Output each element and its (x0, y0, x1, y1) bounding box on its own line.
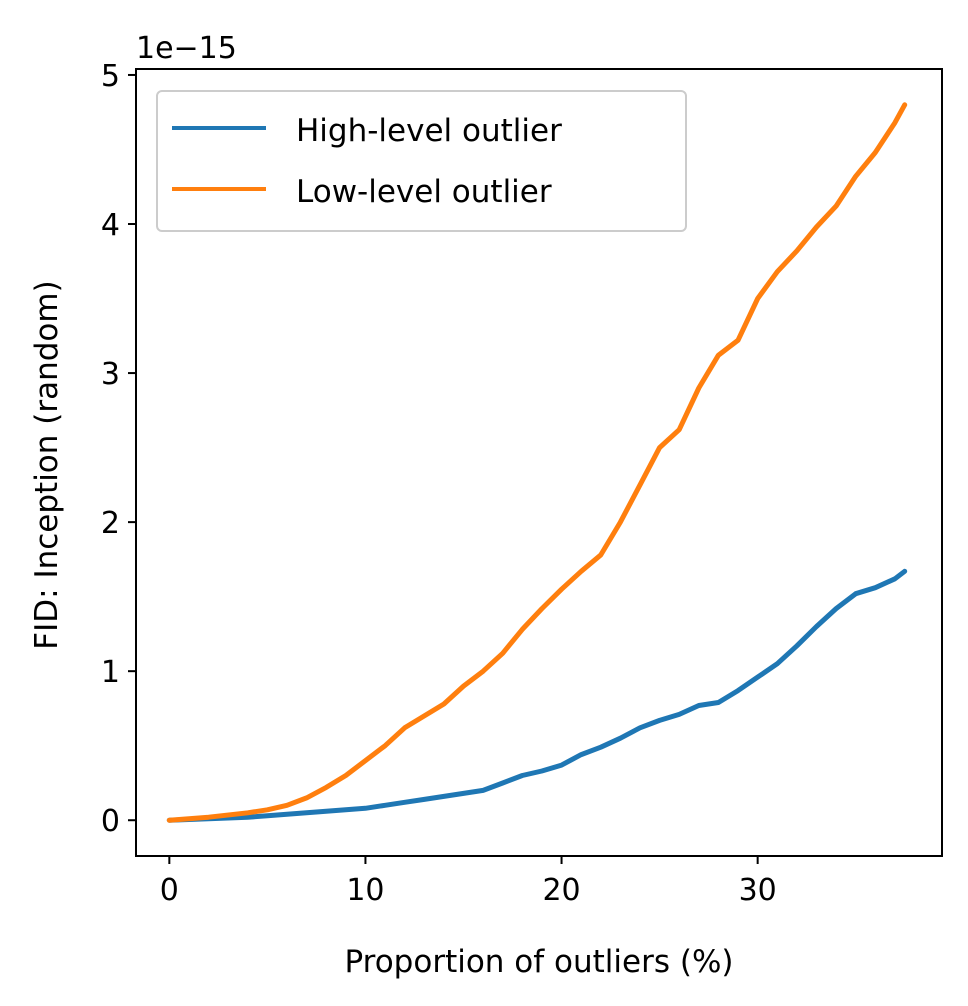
legend-label-high-level: High-level outlier (296, 113, 562, 149)
legend-box (156, 90, 687, 232)
x-tick-label: 20 (542, 873, 580, 908)
x-axis-label: Proportion of outliers (%) (345, 944, 734, 980)
x-tick-label: 30 (739, 873, 777, 908)
y-tick-label: 1 (101, 655, 120, 690)
x-axis: 0 10 20 30 (160, 856, 777, 908)
y-tick-label: 3 (101, 357, 120, 392)
plot-frame (135, 68, 943, 857)
lines-layer (166, 102, 908, 823)
legend-label-low-level: Low-level outlier (296, 174, 552, 210)
x-tick-label: 10 (346, 873, 384, 908)
series-line-0 (166, 568, 908, 823)
series-line-1 (166, 102, 908, 823)
legend: High-level outlier Low-level outlier (156, 90, 687, 232)
y-tick-label: 4 (101, 208, 120, 243)
y-offset-label: 1e−15 (136, 31, 237, 66)
y-tick-label: 0 (101, 804, 120, 839)
y-tick-label: 5 (101, 59, 120, 94)
y-tick-label: 2 (101, 506, 120, 541)
x-tick-label: 0 (160, 873, 179, 908)
y-axis-label: FID: Inception (random) (29, 280, 65, 649)
y-axis: 0 1 2 3 4 5 (101, 59, 136, 839)
